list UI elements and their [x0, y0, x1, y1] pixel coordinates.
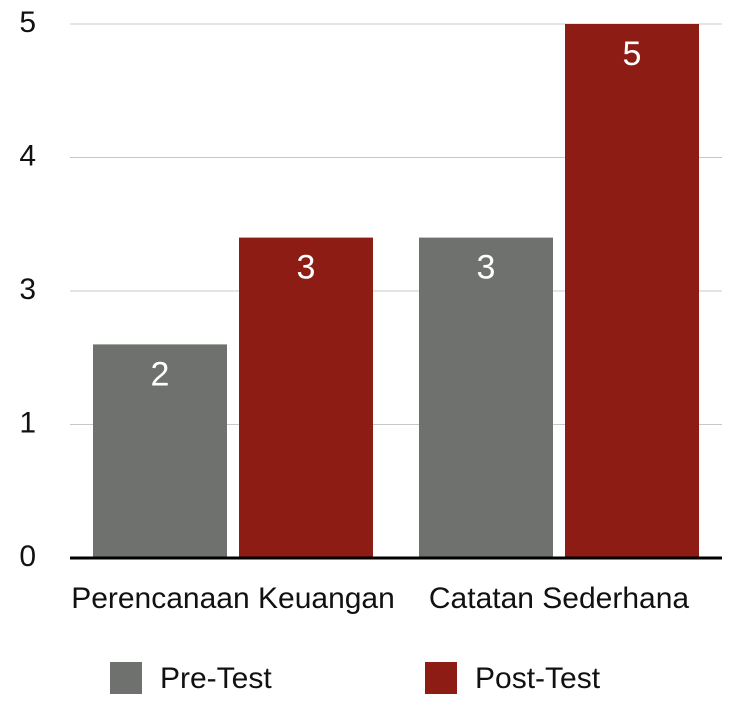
y-tick-label: 5	[19, 6, 36, 39]
y-tick-label: 3	[19, 273, 36, 306]
bar	[419, 237, 553, 558]
x-tick-label: Perencanaan Keuangan	[71, 582, 395, 615]
y-tick-label: 0	[19, 540, 36, 573]
bar	[239, 237, 373, 558]
x-tick-label: Catatan Sederhana	[429, 582, 690, 615]
bar	[93, 344, 227, 558]
value-label: 3	[477, 249, 496, 287]
y-tick-label: 4	[19, 139, 36, 172]
value-label: 2	[151, 355, 170, 393]
legend-label: Pre-Test	[160, 662, 272, 695]
bar	[565, 24, 699, 558]
value-label: 3	[297, 249, 316, 287]
legend-swatch	[425, 662, 457, 694]
value-label: 5	[623, 35, 642, 73]
legend-swatch	[110, 662, 142, 694]
y-tick-label: 1	[19, 406, 36, 439]
legend-label: Post-Test	[475, 662, 601, 695]
